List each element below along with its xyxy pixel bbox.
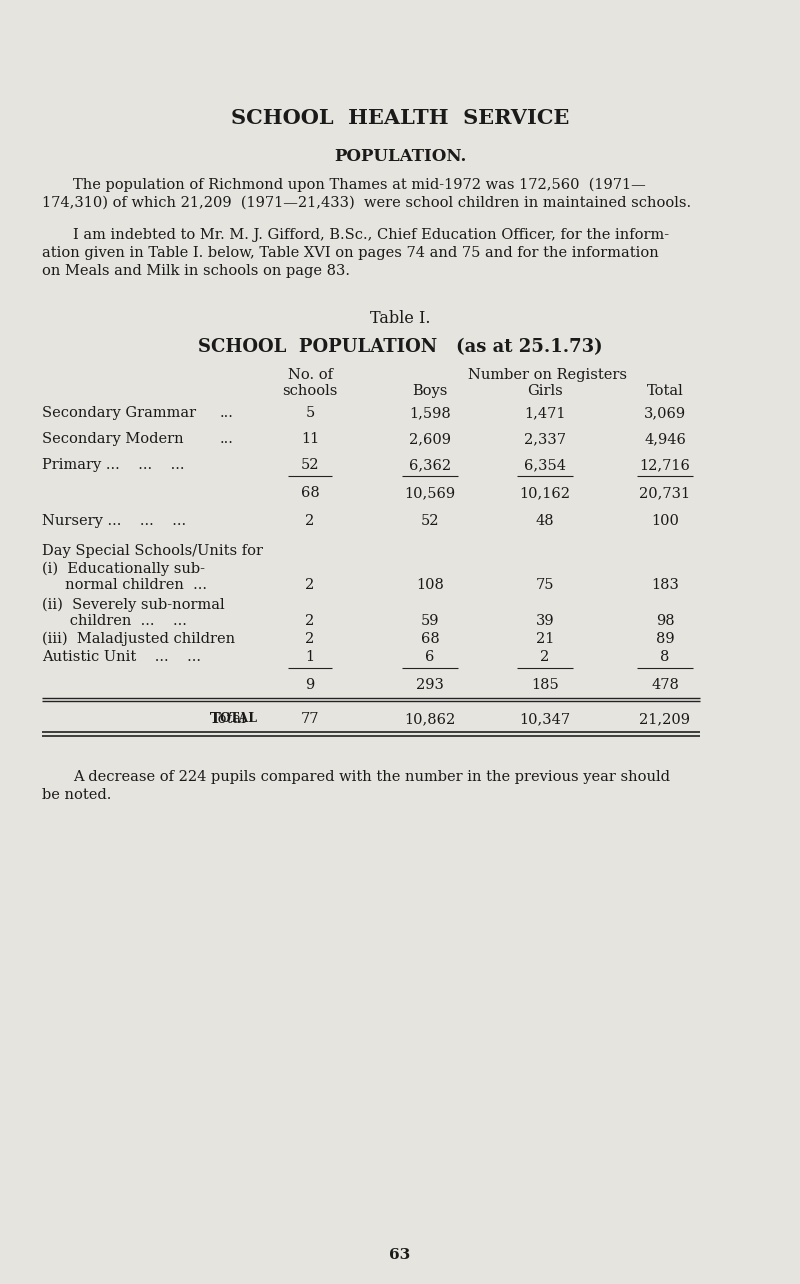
Text: 75: 75 [536, 578, 554, 592]
Text: 68: 68 [421, 632, 439, 646]
Text: (i)  Educationally sub-: (i) Educationally sub- [42, 562, 205, 577]
Text: SCHOOL  HEALTH  SERVICE: SCHOOL HEALTH SERVICE [231, 108, 569, 128]
Text: Girls: Girls [527, 384, 563, 398]
Text: (iii)  Maladjusted children: (iii) Maladjusted children [42, 632, 235, 646]
Text: 89: 89 [656, 632, 674, 646]
Text: Secondary Modern: Secondary Modern [42, 431, 184, 446]
Text: T: T [210, 713, 221, 725]
Text: Number on Registers: Number on Registers [468, 369, 627, 383]
Text: schools: schools [282, 384, 338, 398]
Text: 2: 2 [306, 614, 314, 628]
Text: 2: 2 [306, 514, 314, 528]
Text: Primary ...    ...    ...: Primary ... ... ... [42, 458, 185, 473]
Text: 39: 39 [536, 614, 554, 628]
Text: 478: 478 [651, 678, 679, 692]
Text: 21,209: 21,209 [639, 713, 690, 725]
Text: 2,337: 2,337 [524, 431, 566, 446]
Text: No. of: No. of [287, 369, 333, 383]
Text: 12,716: 12,716 [639, 458, 690, 473]
Text: 98: 98 [656, 614, 674, 628]
Text: 10,569: 10,569 [405, 487, 455, 499]
Text: 1,598: 1,598 [409, 406, 451, 420]
Text: ...: ... [220, 431, 234, 446]
Text: 1: 1 [306, 650, 314, 664]
Text: children  ...    ...: children ... ... [42, 614, 187, 628]
Text: 183: 183 [651, 578, 679, 592]
Text: 174,310) of which 21,209  (1971—21,433)  were school children in maintained scho: 174,310) of which 21,209 (1971—21,433) w… [42, 196, 691, 211]
Text: 293: 293 [416, 678, 444, 692]
Text: (ii)  Severely sub-normal: (ii) Severely sub-normal [42, 598, 225, 612]
Text: ...: ... [220, 406, 234, 420]
Text: 10,862: 10,862 [404, 713, 456, 725]
Text: 77: 77 [301, 713, 319, 725]
Text: POPULATION.: POPULATION. [334, 148, 466, 166]
Text: normal children  ...: normal children ... [42, 578, 207, 592]
Text: Autistic Unit    ...    ...: Autistic Unit ... ... [42, 650, 201, 664]
Text: Boys: Boys [412, 384, 448, 398]
Text: 108: 108 [416, 578, 444, 592]
Text: SCHOOL  POPULATION   (as at 25.1.73): SCHOOL POPULATION (as at 25.1.73) [198, 338, 602, 356]
Text: 52: 52 [301, 458, 319, 473]
Text: 63: 63 [390, 1248, 410, 1262]
Text: 20,731: 20,731 [639, 487, 690, 499]
Text: 10,347: 10,347 [519, 713, 570, 725]
Text: The population of Richmond upon Thames at mid-1972 was 172,560  (1971—: The population of Richmond upon Thames a… [73, 178, 646, 193]
Text: ation given in Table I. below, Table XVI on pages 74 and 75 and for the informat: ation given in Table I. below, Table XVI… [42, 247, 658, 259]
Text: 2: 2 [306, 632, 314, 646]
Text: Secondary Grammar: Secondary Grammar [42, 406, 196, 420]
Text: 8: 8 [660, 650, 670, 664]
Text: OTAL: OTAL [220, 713, 258, 725]
Text: 10,162: 10,162 [519, 487, 570, 499]
Text: 100: 100 [651, 514, 679, 528]
Text: Day Special Schools/Units for: Day Special Schools/Units for [42, 544, 263, 559]
Text: 21: 21 [536, 632, 554, 646]
Text: 1,471: 1,471 [524, 406, 566, 420]
Text: 2: 2 [540, 650, 550, 664]
Text: 68: 68 [301, 487, 319, 499]
Text: be noted.: be noted. [42, 788, 111, 802]
Text: on Meals and Milk in schools on page 83.: on Meals and Milk in schools on page 83. [42, 265, 350, 279]
Text: 185: 185 [531, 678, 559, 692]
Text: 59: 59 [421, 614, 439, 628]
Text: A decrease of 224 pupils compared with the number in the previous year should: A decrease of 224 pupils compared with t… [73, 770, 670, 785]
Text: 5: 5 [306, 406, 314, 420]
Text: 6,362: 6,362 [409, 458, 451, 473]
Text: I am indebted to Mr. M. J. Gifford, B.Sc., Chief Education Officer, for the info: I am indebted to Mr. M. J. Gifford, B.Sc… [73, 229, 669, 241]
Text: Total: Total [646, 384, 683, 398]
Text: 2: 2 [306, 578, 314, 592]
Text: 11: 11 [301, 431, 319, 446]
Text: 6: 6 [426, 650, 434, 664]
Text: 9: 9 [306, 678, 314, 692]
Text: 2,609: 2,609 [409, 431, 451, 446]
Text: 48: 48 [536, 514, 554, 528]
Text: Nursery ...    ...    ...: Nursery ... ... ... [42, 514, 186, 528]
Text: 4,946: 4,946 [644, 431, 686, 446]
Text: Total: Total [210, 713, 246, 725]
Text: 3,069: 3,069 [644, 406, 686, 420]
Text: 6,354: 6,354 [524, 458, 566, 473]
Text: Table I.: Table I. [370, 309, 430, 327]
Text: 52: 52 [421, 514, 439, 528]
